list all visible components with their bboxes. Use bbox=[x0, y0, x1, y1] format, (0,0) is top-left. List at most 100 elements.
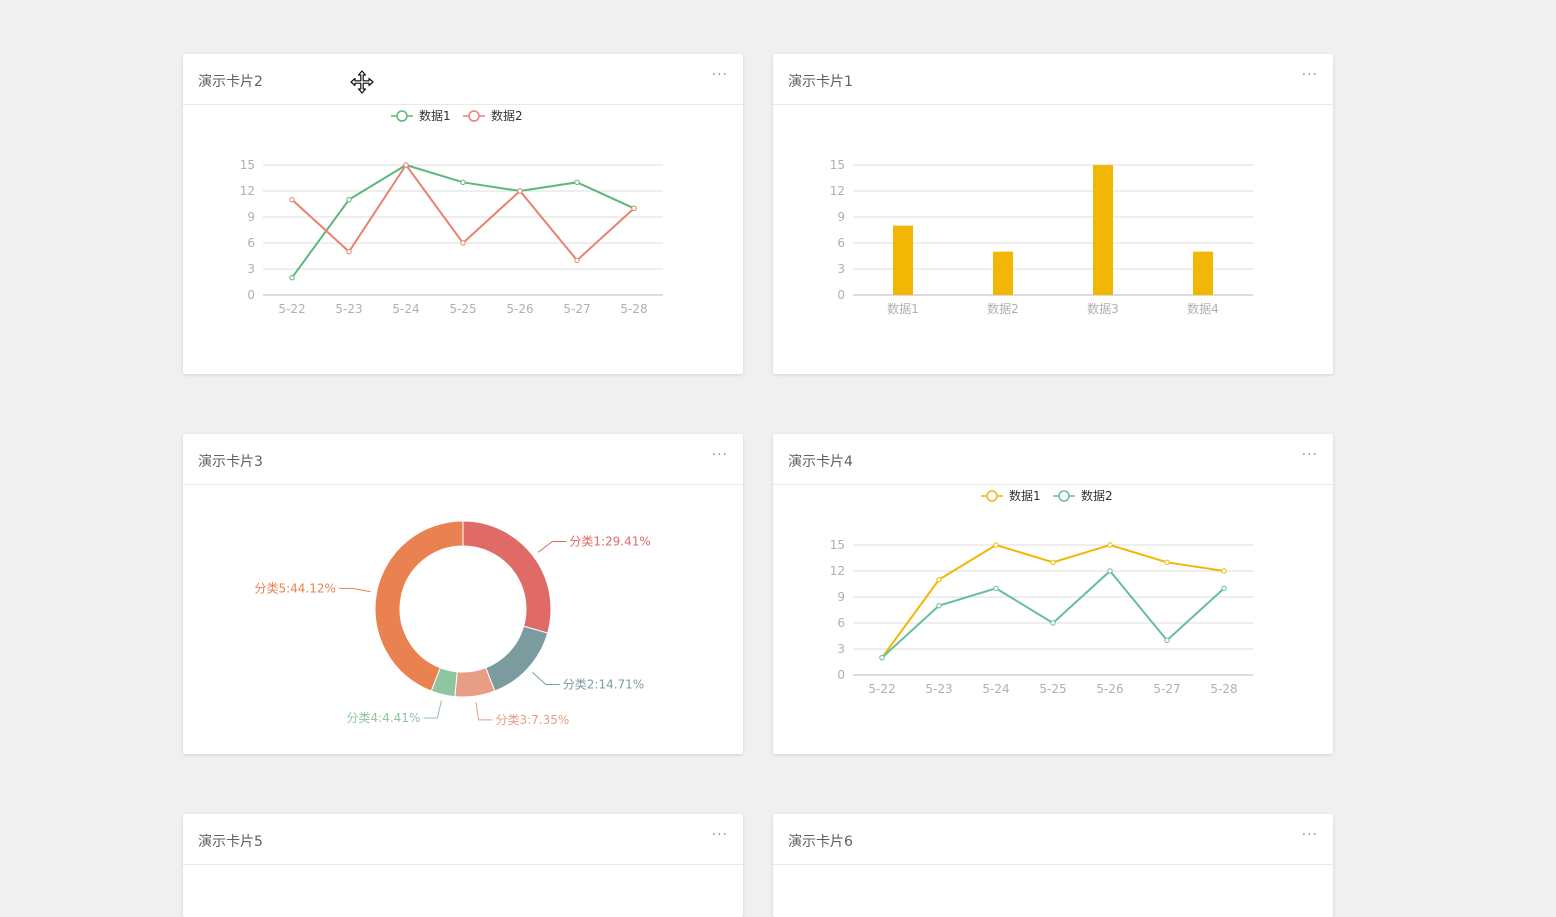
y-tick-label: 6 bbox=[837, 236, 845, 250]
data-point bbox=[289, 196, 295, 203]
data-point bbox=[1221, 568, 1227, 574]
x-tick-label: 5-27 bbox=[563, 302, 590, 316]
y-tick-label: 0 bbox=[247, 288, 255, 302]
bar bbox=[1193, 251, 1213, 295]
chart-area: 0 3 6 9 12 15 5-22 5-23 5-24 5-25 5-26 5-27 5-28 数据1 数… bbox=[183, 105, 743, 374]
card-title: 演示卡片4 bbox=[788, 454, 853, 470]
line-chart: 0 3 6 9 12 15 5-22 5-23 5-24 5-25 5-26 5-27 5-28 数据1 数… bbox=[830, 488, 1253, 696]
more-icon[interactable]: ··· bbox=[1301, 67, 1318, 83]
y-tick-label: 9 bbox=[837, 590, 845, 604]
data-point bbox=[1164, 559, 1170, 566]
slice-label: 分类4:4.41% bbox=[347, 711, 421, 725]
more-icon[interactable]: ··· bbox=[1301, 447, 1318, 463]
bar bbox=[893, 225, 913, 295]
data-point bbox=[993, 585, 999, 592]
x-tick-label: 5-26 bbox=[506, 302, 533, 316]
x-tick-label: 数据3 bbox=[1087, 301, 1119, 316]
data-point bbox=[631, 205, 637, 212]
chart-area: 分类1:29.41% 分类2:14.71% 分类3:7.35% 分类4:4.41% 分类… bbox=[183, 485, 743, 754]
slice-label: 分类3:7.35% bbox=[495, 713, 569, 727]
data-point bbox=[289, 274, 295, 281]
move-cursor-icon bbox=[350, 70, 374, 94]
card-demo-2: 演示卡片2 ··· 0 3 6 9 12 15 5-22 5-23 5-24 5-25 5-26 5-… bbox=[183, 54, 743, 374]
x-tick-label: 5-24 bbox=[982, 682, 1009, 696]
legend-label: 数据2 bbox=[491, 108, 523, 123]
x-tick-label: 数据2 bbox=[987, 301, 1019, 316]
data-point bbox=[346, 196, 352, 203]
y-tick-label: 0 bbox=[837, 288, 845, 302]
pie-slice bbox=[462, 520, 552, 634]
x-tick-label: 5-23 bbox=[335, 302, 362, 316]
data-point bbox=[517, 188, 523, 194]
x-tick-label: 数据1 bbox=[887, 301, 919, 316]
y-tick-label: 15 bbox=[240, 158, 255, 172]
legend-label: 数据1 bbox=[1009, 488, 1041, 503]
card-title: 演示卡片3 bbox=[198, 454, 263, 470]
card-title: 演示卡片2 bbox=[198, 74, 263, 90]
y-tick-label: 9 bbox=[837, 210, 845, 224]
card-header[interactable]: 演示卡片2 ··· bbox=[183, 54, 743, 105]
bar-chart: 0 3 6 9 12 15 数据1 数据2 数据3 数据4 bbox=[830, 158, 1253, 316]
x-tick-label: 5-28 bbox=[1210, 682, 1237, 696]
card-header[interactable]: 演示卡片5 ··· bbox=[183, 814, 743, 865]
label-leader bbox=[338, 587, 371, 593]
series-line bbox=[881, 569, 1225, 659]
series-line bbox=[291, 163, 635, 262]
y-tick-label: 3 bbox=[837, 262, 845, 276]
more-icon[interactable]: ··· bbox=[711, 827, 728, 843]
more-icon[interactable]: ··· bbox=[711, 67, 728, 83]
label-leader bbox=[537, 540, 567, 553]
y-tick-label: 12 bbox=[240, 184, 255, 198]
more-icon[interactable]: ··· bbox=[711, 447, 728, 463]
chart-area: 0 3 6 9 12 15 5-22 5-23 5-24 5-25 5-26 5-27 5-28 数据1 数… bbox=[773, 485, 1333, 754]
card-header[interactable]: 演示卡片1 ··· bbox=[773, 54, 1333, 105]
x-tick-label: 数据4 bbox=[1187, 301, 1219, 316]
y-tick-label: 0 bbox=[837, 668, 845, 682]
label-leader bbox=[475, 702, 493, 721]
data-point bbox=[460, 240, 466, 246]
y-tick-label: 12 bbox=[830, 564, 845, 578]
data-point bbox=[936, 602, 942, 609]
card-title: 演示卡片6 bbox=[788, 834, 853, 850]
x-tick-label: 5-25 bbox=[449, 302, 476, 316]
x-tick-label: 5-24 bbox=[392, 302, 419, 316]
legend-label: 数据1 bbox=[419, 108, 451, 123]
legend-item: 数据2 bbox=[1053, 488, 1113, 503]
card-demo-6: 演示卡片6 ··· bbox=[773, 814, 1333, 917]
data-point bbox=[574, 257, 580, 264]
more-icon[interactable]: ··· bbox=[1301, 827, 1318, 843]
card-header[interactable]: 演示卡片4 ··· bbox=[773, 434, 1333, 485]
card-header[interactable]: 演示卡片3 ··· bbox=[183, 434, 743, 485]
pie-slice bbox=[485, 625, 549, 692]
donut-chart: 分类1:29.41% 分类2:14.71% 分类3:7.35% 分类4:4.41% 分类… bbox=[254, 520, 651, 727]
data-point bbox=[1107, 568, 1113, 574]
x-tick-label: 5-27 bbox=[1153, 682, 1180, 696]
y-tick-label: 6 bbox=[837, 616, 845, 630]
legend-marker bbox=[986, 490, 998, 502]
card-demo-5: 演示卡片5 ··· bbox=[183, 814, 743, 917]
legend-item: 数据2 bbox=[463, 108, 523, 123]
data-point bbox=[1050, 620, 1056, 626]
card-title: 演示卡片5 bbox=[198, 834, 263, 850]
bar bbox=[993, 251, 1013, 295]
y-tick-label: 3 bbox=[837, 642, 845, 656]
card-header[interactable]: 演示卡片6 ··· bbox=[773, 814, 1333, 865]
data-point bbox=[1050, 559, 1056, 566]
pie-slice bbox=[374, 520, 464, 692]
data-point bbox=[1107, 542, 1113, 548]
data-point bbox=[403, 162, 409, 168]
y-tick-label: 12 bbox=[830, 184, 845, 198]
chart-area: 0 3 6 9 12 15 数据1 数据2 数据3 数据4 bbox=[773, 105, 1333, 374]
data-point bbox=[936, 576, 942, 583]
x-tick-label: 5-28 bbox=[620, 302, 647, 316]
y-tick-label: 15 bbox=[830, 158, 845, 172]
bar bbox=[1093, 165, 1113, 295]
line-chart: 0 3 6 9 12 15 5-22 5-23 5-24 5-25 5-26 5-27 5-28 数据1 数… bbox=[240, 108, 663, 316]
x-tick-label: 5-22 bbox=[278, 302, 305, 316]
slice-label: 分类1:29.41% bbox=[569, 534, 650, 548]
x-tick-label: 5-25 bbox=[1039, 682, 1066, 696]
label-leader bbox=[532, 671, 560, 685]
data-point bbox=[574, 179, 580, 186]
card-demo-4: 演示卡片4 ··· 0 3 6 9 12 15 5-22 5-23 5-24 5-25 5-26 5-… bbox=[773, 434, 1333, 754]
x-tick-label: 5-23 bbox=[925, 682, 952, 696]
